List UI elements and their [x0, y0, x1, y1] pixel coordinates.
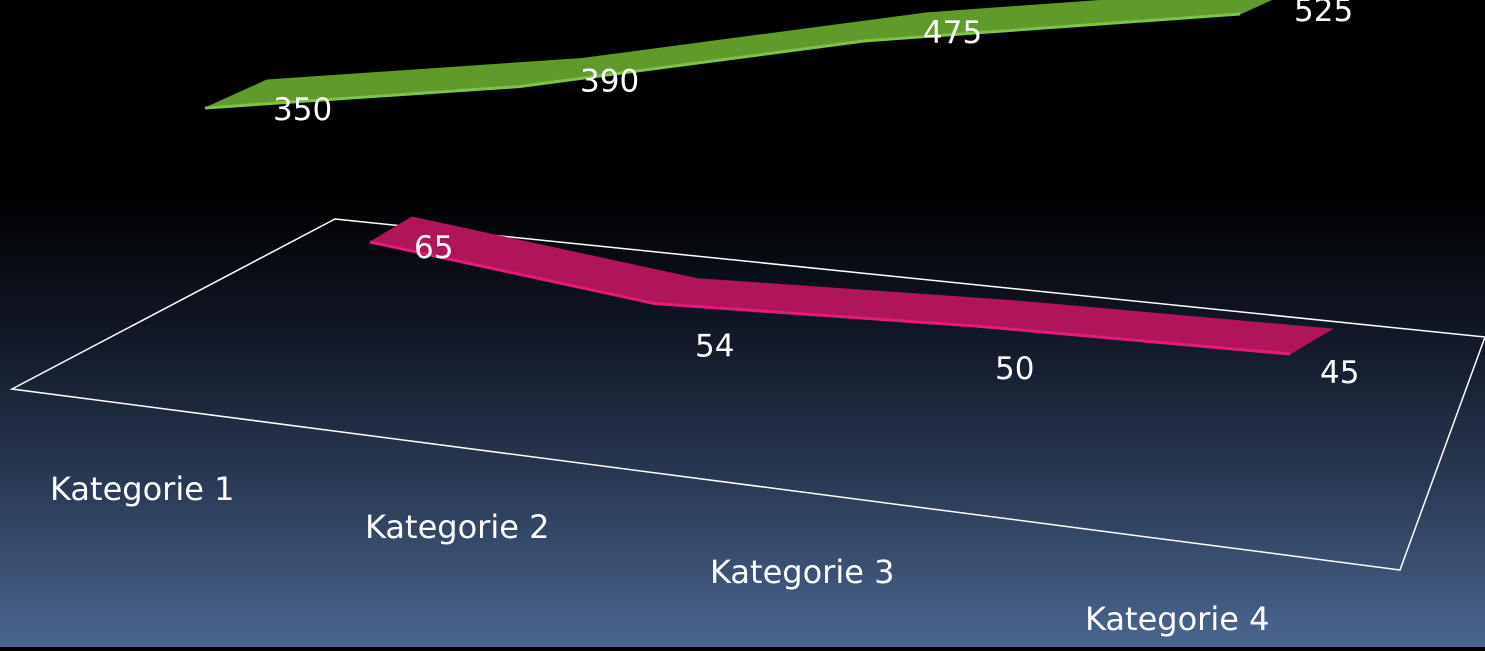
- data-label-layer: 350 390 475 525 65 54 50 45: [273, 0, 1359, 391]
- category-label-3: Kategorie 3: [710, 553, 894, 591]
- series-ribbon-1: [204, 0, 1273, 109]
- category-label-1: Kategorie 1: [50, 470, 234, 508]
- category-label-layer: Kategorie 1 Kategorie 2 Kategorie 3 Kategor…: [50, 470, 1269, 638]
- floor-plane: [9, 218, 1485, 571]
- data-label-s1-1: 350: [273, 92, 332, 128]
- data-label-s2-1: 65: [414, 230, 453, 266]
- series-layer: [204, 0, 1334, 356]
- data-label-s2-3: 50: [995, 351, 1034, 387]
- data-label-s1-4: 525: [1294, 0, 1353, 29]
- data-label-s2-4: 45: [1320, 355, 1359, 391]
- category-label-2: Kategorie 2: [365, 508, 549, 546]
- data-label-s1-2: 390: [580, 64, 639, 100]
- data-label-s2-2: 54: [695, 329, 734, 365]
- category-label-4: Kategorie 4: [1085, 600, 1269, 638]
- series-front-edge-1: [204, 12, 1241, 110]
- series-front-edge-2: [369, 240, 1291, 356]
- data-label-s1-3: 475: [923, 15, 982, 51]
